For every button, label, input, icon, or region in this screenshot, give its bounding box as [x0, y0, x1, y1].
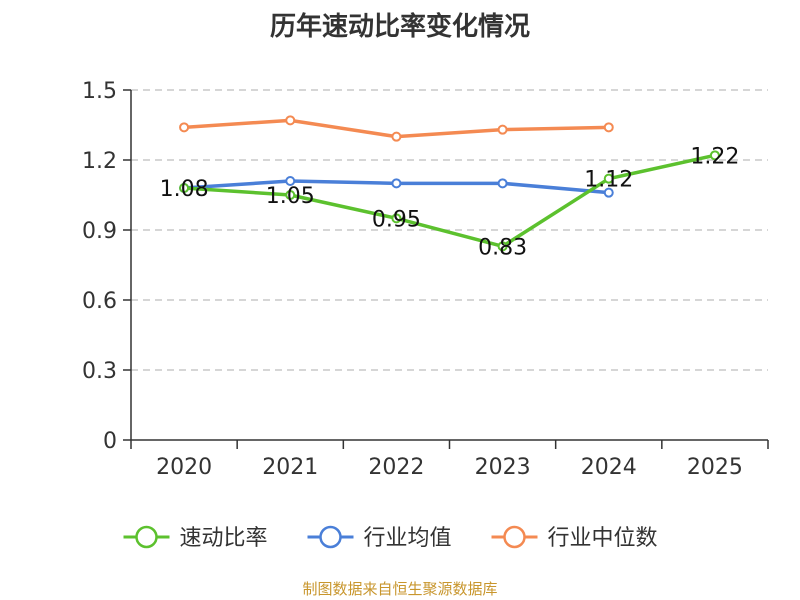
x-tick-label: 2025 [687, 455, 743, 480]
legend-marker [503, 525, 526, 549]
data-point [497, 178, 508, 189]
x-tick-label: 2022 [368, 455, 424, 480]
y-tick-label: 0.6 [82, 289, 117, 314]
legend-label: 行业均值 [364, 526, 452, 551]
legend-marker [319, 525, 342, 549]
x-tick-label: 2020 [156, 455, 212, 480]
legend: 速动比率 行业均值 行业中位数 [123, 525, 658, 551]
data-point [603, 173, 614, 184]
legend-label: 行业中位数 [548, 526, 658, 551]
data-point [709, 150, 720, 161]
x-tick-label: 2021 [262, 455, 318, 480]
data-label: 1.22 [690, 144, 739, 169]
chart-title: 历年速动比率变化情况 [269, 12, 530, 42]
data-point [179, 183, 190, 193]
data-point [391, 178, 402, 189]
y-tick-label: 0.9 [82, 219, 117, 244]
axis-layer: 0 0.3 0.6 0.9 1.2 1.5 2020 2021 2022 2023 2024 2025 [82, 79, 769, 480]
data-label: 1.12 [584, 168, 633, 193]
legend-label: 速动比率 [180, 526, 268, 551]
data-label: 1.05 [266, 184, 315, 209]
x-tick-label: 2023 [475, 455, 531, 480]
data-label: 1.08 [160, 177, 209, 202]
data-label: 0.95 [372, 207, 421, 232]
data-point [285, 176, 296, 186]
data-point [179, 122, 190, 133]
data-point [285, 190, 296, 200]
data-point [391, 213, 402, 224]
data-label-layer: 1.08 1.05 0.95 0.83 1.12 1.22 [160, 144, 740, 260]
data-point [603, 122, 614, 133]
legend-marker [135, 525, 158, 549]
y-tick-label: 1.2 [82, 149, 117, 174]
y-tick-label: 0 [103, 429, 117, 454]
data-point [391, 131, 402, 142]
data-point [285, 115, 296, 126]
data-point [497, 124, 508, 135]
y-tick-label: 1.5 [82, 79, 117, 104]
grid-layer [131, 89, 768, 371]
series-layer [179, 115, 720, 252]
series-line [183, 153, 716, 249]
data-point [497, 241, 508, 252]
x-tick-label: 2024 [581, 455, 637, 480]
data-point [603, 187, 614, 198]
y-tick-label: 0.3 [82, 359, 117, 384]
data-label: 0.83 [478, 235, 527, 260]
source-note: 制图数据来自恒生聚源数据库 [302, 580, 498, 598]
